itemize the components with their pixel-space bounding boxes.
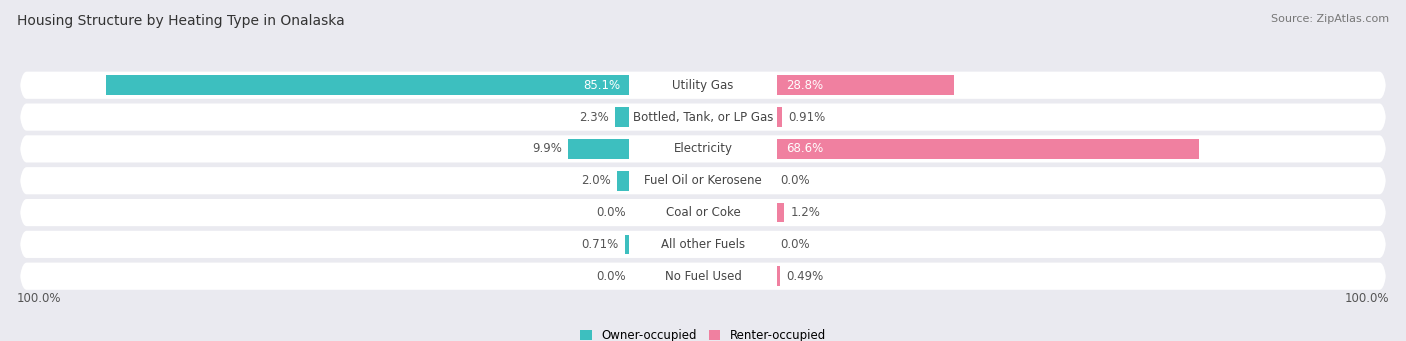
FancyBboxPatch shape	[17, 211, 1389, 278]
Text: 0.0%: 0.0%	[780, 238, 810, 251]
Text: Electricity: Electricity	[673, 143, 733, 155]
FancyBboxPatch shape	[17, 243, 1389, 309]
Text: 2.3%: 2.3%	[579, 110, 609, 123]
Text: 2.0%: 2.0%	[581, 174, 610, 187]
Bar	[105, 75, 630, 95]
Text: Housing Structure by Heating Type in Onalaska: Housing Structure by Heating Type in Ona…	[17, 14, 344, 28]
Text: 0.0%: 0.0%	[596, 270, 626, 283]
Bar	[568, 139, 630, 159]
Text: 100.0%: 100.0%	[1344, 292, 1389, 305]
Bar	[778, 107, 782, 127]
Text: 85.1%: 85.1%	[583, 79, 620, 92]
Bar	[624, 235, 630, 254]
Legend: Owner-occupied, Renter-occupied: Owner-occupied, Renter-occupied	[575, 324, 831, 341]
FancyBboxPatch shape	[17, 116, 1389, 182]
Text: 0.0%: 0.0%	[596, 206, 626, 219]
FancyBboxPatch shape	[17, 179, 1389, 246]
Bar	[617, 171, 630, 191]
FancyBboxPatch shape	[17, 148, 1389, 214]
Text: Utility Gas: Utility Gas	[672, 79, 734, 92]
Text: All other Fuels: All other Fuels	[661, 238, 745, 251]
Bar	[778, 139, 1199, 159]
Text: 28.8%: 28.8%	[786, 79, 823, 92]
Text: 0.49%: 0.49%	[786, 270, 824, 283]
Text: 68.6%: 68.6%	[786, 143, 824, 155]
Text: No Fuel Used: No Fuel Used	[665, 270, 741, 283]
Text: 0.91%: 0.91%	[789, 110, 825, 123]
Text: 0.71%: 0.71%	[582, 238, 619, 251]
FancyBboxPatch shape	[17, 84, 1389, 150]
Bar	[778, 75, 953, 95]
Bar	[614, 107, 630, 127]
Text: 9.9%: 9.9%	[533, 143, 562, 155]
Text: 1.2%: 1.2%	[790, 206, 820, 219]
Text: Bottled, Tank, or LP Gas: Bottled, Tank, or LP Gas	[633, 110, 773, 123]
Text: Fuel Oil or Kerosene: Fuel Oil or Kerosene	[644, 174, 762, 187]
Text: 0.0%: 0.0%	[780, 174, 810, 187]
Text: Coal or Coke: Coal or Coke	[665, 206, 741, 219]
Text: 100.0%: 100.0%	[17, 292, 62, 305]
Bar	[778, 203, 785, 222]
Text: Source: ZipAtlas.com: Source: ZipAtlas.com	[1271, 14, 1389, 24]
Bar	[778, 266, 780, 286]
FancyBboxPatch shape	[17, 52, 1389, 118]
